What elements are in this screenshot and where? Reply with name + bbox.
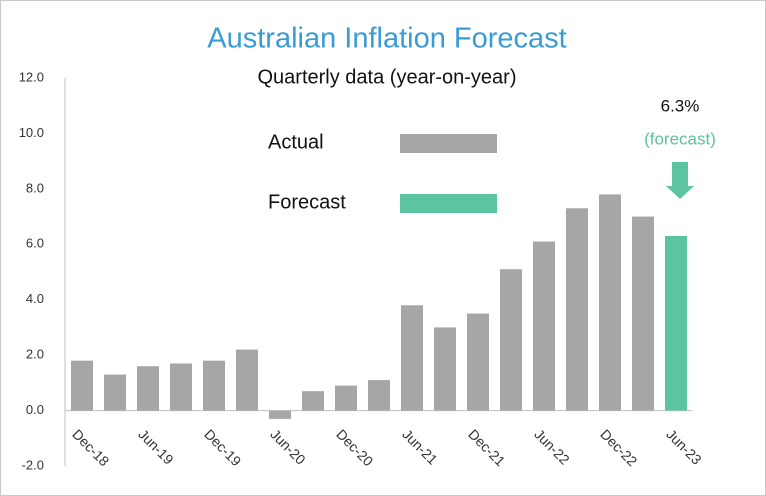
bar <box>137 366 159 411</box>
forecast-arrow <box>666 162 694 199</box>
y-tick-label: 12.0 <box>19 69 44 84</box>
bar <box>401 305 423 411</box>
y-tick-label: 4.0 <box>26 291 44 306</box>
legend-label: Forecast <box>268 191 346 213</box>
legend-label: Actual <box>268 131 324 153</box>
y-tick-label: -2.0 <box>22 457 44 472</box>
y-tick-label: 6.0 <box>26 236 44 251</box>
bar <box>566 208 588 411</box>
bar <box>500 269 522 411</box>
y-tick-label: 10.0 <box>19 125 44 140</box>
bar <box>599 194 621 411</box>
bar <box>71 360 93 411</box>
chart-title: Australian Inflation Forecast <box>207 23 566 55</box>
bar <box>368 380 390 411</box>
value-label: 6.3% <box>661 96 700 115</box>
y-tick-label: 2.0 <box>26 347 44 362</box>
y-tick-label: 0.0 <box>26 402 44 417</box>
legend-swatch <box>400 194 497 213</box>
bar <box>203 360 225 411</box>
bar <box>104 374 126 411</box>
legend-swatch <box>400 134 497 153</box>
y-tick-label: 8.0 <box>26 180 44 195</box>
bar <box>236 349 258 411</box>
bar <box>434 327 456 411</box>
chart-subtitle: Quarterly data (year-on-year) <box>258 66 517 88</box>
bar <box>335 385 357 411</box>
bar <box>533 241 555 411</box>
bar <box>170 363 192 411</box>
bar <box>632 216 654 411</box>
annotation: (forecast) <box>644 129 716 148</box>
bar <box>302 391 324 411</box>
bar <box>665 235 687 411</box>
bar <box>467 313 489 411</box>
bar <box>269 410 291 419</box>
